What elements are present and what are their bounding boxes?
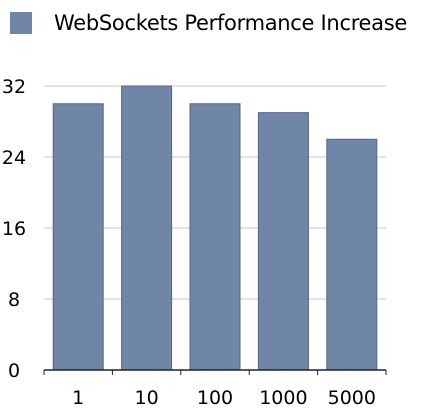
y-tick-label: 8 [8,289,20,311]
x-tick-label: 1 [72,387,84,409]
x-tick-label: 5000 [328,387,376,409]
x-tick-label: 1000 [259,387,307,409]
y-tick-label: 16 [2,218,26,240]
legend-swatch [10,12,32,34]
x-tick-label: 10 [135,387,159,409]
chart-legend: WebSockets Performance Increase [10,8,407,38]
bar-1000 [257,112,309,371]
bar-1 [52,103,104,371]
bar-100 [189,103,241,371]
bar-5000 [326,138,378,371]
x-tick-label: 100 [197,387,233,409]
bar-10 [121,85,173,371]
y-tick-label: 0 [8,360,20,382]
y-tick-label: 32 [2,76,26,98]
legend-label: WebSockets Performance Increase [54,11,408,35]
y-tick-label: 24 [2,147,26,169]
